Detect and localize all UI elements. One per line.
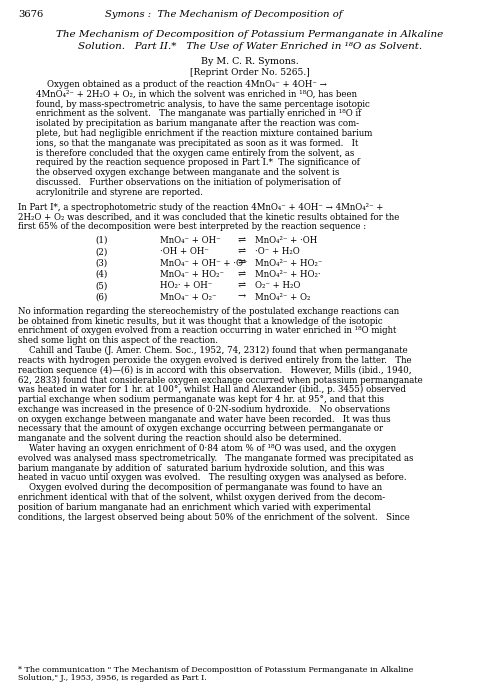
Text: plete, but had negligible enrichment if the reaction mixture contained barium: plete, but had negligible enrichment if … — [36, 129, 372, 138]
Text: was heated in water for 1 hr. at 100°, whilst Hall and Alexander (ibid., p. 3455: was heated in water for 1 hr. at 100°, w… — [18, 385, 406, 395]
Text: →: → — [238, 292, 246, 301]
Text: ·O⁻ + H₂O: ·O⁻ + H₂O — [255, 247, 300, 256]
Text: Solution," J., 1953, 3956, is regarded as Part I.: Solution," J., 1953, 3956, is regarded a… — [18, 674, 207, 683]
Text: (4): (4) — [95, 270, 108, 279]
Text: enrichment of oxygen evolved from a reaction occurring in water enriched in ¹⁸O : enrichment of oxygen evolved from a reac… — [18, 326, 396, 335]
Text: MnO₄⁻ + OH⁻ + ·O⁻: MnO₄⁻ + OH⁻ + ·O⁻ — [160, 259, 248, 267]
Text: enrichment as the solvent.   The manganate was partially enriched in ¹⁸O if: enrichment as the solvent. The manganate… — [36, 109, 361, 118]
Text: MnO₄²⁻ + HO₂⁻: MnO₄²⁻ + HO₂⁻ — [255, 259, 322, 267]
Text: ⇌: ⇌ — [238, 281, 246, 290]
Text: conditions, the largest observed being about 50% of the enrichment of the solven: conditions, the largest observed being a… — [18, 512, 410, 521]
Text: (2): (2) — [95, 247, 108, 256]
Text: In Part I*, a spectrophotometric study of the reaction 4MnO₄⁻ + 4OH⁻ → 4MnO₄²⁻ +: In Part I*, a spectrophotometric study o… — [18, 203, 384, 212]
Text: shed some light on this aspect of the reaction.: shed some light on this aspect of the re… — [18, 336, 218, 345]
Text: on oxygen exchange between manganate and water have been recorded.   It was thus: on oxygen exchange between manganate and… — [18, 415, 390, 424]
Text: heated in vacuo until oxygen was evolved.   The resulting oxygen was analysed as: heated in vacuo until oxygen was evolved… — [18, 473, 406, 482]
Text: discussed.   Further observations on the initiation of polymerisation of: discussed. Further observations on the i… — [36, 178, 341, 187]
Text: found, by mass-spectrometric analysis, to have the same percentage isotopic: found, by mass-spectrometric analysis, t… — [36, 100, 370, 109]
Text: Oxygen obtained as a product of the reaction 4MnO₄⁻ + 4OH⁻ →: Oxygen obtained as a product of the reac… — [36, 80, 327, 89]
Text: is therefore concluded that the oxygen came entirely from the solvent, as: is therefore concluded that the oxygen c… — [36, 149, 354, 157]
Text: * The communication " The Mechanism of Decomposition of Potassium Permanganate i: * The communication " The Mechanism of D… — [18, 666, 413, 674]
Text: 2H₂O + O₂ was described, and it was concluded that the kinetic results obtained : 2H₂O + O₂ was described, and it was conc… — [18, 212, 400, 221]
Text: reacts with hydrogen peroxide the oxygen evolved is derived entirely from the la: reacts with hydrogen peroxide the oxygen… — [18, 356, 411, 365]
Text: (6): (6) — [95, 292, 108, 301]
Text: 4MnO₄²⁻ + 2H₂O + O₂, in which the solvent was enriched in ¹⁸O, has been: 4MnO₄²⁻ + 2H₂O + O₂, in which the solven… — [36, 90, 357, 99]
Text: MnO₄⁻ + HO₂⁻: MnO₄⁻ + HO₂⁻ — [160, 270, 224, 279]
Text: the observed oxygen exchange between manganate and the solvent is: the observed oxygen exchange between man… — [36, 168, 340, 177]
Text: barium manganate by addition of  saturated barium hydroxide solution, and this w: barium manganate by addition of saturate… — [18, 464, 384, 473]
Text: ·OH + OH⁻: ·OH + OH⁻ — [160, 247, 209, 256]
Text: (1): (1) — [95, 236, 108, 245]
Text: position of barium manganate had an enrichment which varied with experimental: position of barium manganate had an enri… — [18, 503, 371, 512]
Text: Symons :  The Mechanism of Decomposition of: Symons : The Mechanism of Decomposition … — [105, 10, 343, 19]
Text: ⇌: ⇌ — [238, 247, 246, 256]
Text: necessary that the amount of oxygen exchange occurring between permanganate or: necessary that the amount of oxygen exch… — [18, 425, 383, 434]
Text: ⇌: ⇌ — [238, 236, 246, 245]
Text: Solution.   Part II.*   The Use of Water Enriched in ¹⁸O as Solvent.: Solution. Part II.* The Use of Water Enr… — [78, 42, 422, 51]
Text: Cahill and Taube (J. Amer. Chem. Soc., 1952, 74, 2312) found that when permangan: Cahill and Taube (J. Amer. Chem. Soc., 1… — [18, 346, 408, 355]
Text: (3): (3) — [95, 259, 107, 267]
Text: Oxygen evolved during the decomposition of permanganate was found to have an: Oxygen evolved during the decomposition … — [18, 483, 382, 492]
Text: be obtained from kinetic results, but it was thought that a knowledge of the iso: be obtained from kinetic results, but it… — [18, 317, 382, 326]
Text: exchange was increased in the presence of 0·2N-sodium hydroxide.   No observatio: exchange was increased in the presence o… — [18, 405, 390, 414]
Text: MnO₄⁻ + OH⁻: MnO₄⁻ + OH⁻ — [160, 236, 220, 245]
Text: first 65% of the decomposition were best interpreted by the reaction sequence :: first 65% of the decomposition were best… — [18, 222, 366, 231]
Text: ions, so that the manganate was precipitated as soon as it was formed.   It: ions, so that the manganate was precipit… — [36, 139, 358, 148]
Text: MnO₄⁻ + O₂⁻: MnO₄⁻ + O₂⁻ — [160, 292, 216, 301]
Text: evolved was analysed mass spectrometrically.   The manganate formed was precipit: evolved was analysed mass spectrometrica… — [18, 454, 413, 463]
Text: O₂⁻ + H₂O: O₂⁻ + H₂O — [255, 281, 300, 290]
Text: ⇌: ⇌ — [238, 270, 246, 279]
Text: [Reprint Order No. 5265.]: [Reprint Order No. 5265.] — [190, 68, 310, 77]
Text: No information regarding the stereochemistry of the postulated exchange reaction: No information regarding the stereochemi… — [18, 307, 399, 316]
Text: partial exchange when sodium permanganate was kept for 4 hr. at 95°, and that th: partial exchange when sodium permanganat… — [18, 395, 384, 404]
Text: MnO₄²⁻ + HO₂·: MnO₄²⁻ + HO₂· — [255, 270, 320, 279]
Text: isolated by precipitation as barium manganate after the reaction was com-: isolated by precipitation as barium mang… — [36, 119, 359, 128]
Text: 3676: 3676 — [18, 10, 44, 19]
Text: manganate and the solvent during the reaction should also be determined.: manganate and the solvent during the rea… — [18, 434, 342, 443]
Text: MnO₄²⁻ + ·OH: MnO₄²⁻ + ·OH — [255, 236, 318, 245]
Text: Water having an oxygen enrichment of 0·84 atom % of ¹⁸O was used, and the oxygen: Water having an oxygen enrichment of 0·8… — [18, 444, 396, 453]
Text: reaction sequence (4)—(6) is in accord with this observation.   However, Mills (: reaction sequence (4)—(6) is in accord w… — [18, 365, 411, 374]
Text: ⇌: ⇌ — [238, 259, 246, 267]
Text: acrylonitrile and styrene are reported.: acrylonitrile and styrene are reported. — [36, 188, 203, 197]
Text: By M. C. R. Symons.: By M. C. R. Symons. — [201, 57, 299, 66]
Text: HO₂· + OH⁻: HO₂· + OH⁻ — [160, 281, 212, 290]
Text: The Mechanism of Decomposition of Potassium Permanganate in Alkaline: The Mechanism of Decomposition of Potass… — [56, 30, 444, 39]
Text: 62, 2833) found that considerable oxygen exchange occurred when potassium perman: 62, 2833) found that considerable oxygen… — [18, 375, 423, 384]
Text: (5): (5) — [95, 281, 108, 290]
Text: MnO₄²⁻ + O₂: MnO₄²⁻ + O₂ — [255, 292, 310, 301]
Text: enrichment identical with that of the solvent, whilst oxygen derived from the de: enrichment identical with that of the so… — [18, 493, 385, 502]
Text: required by the reaction sequence proposed in Part I.*  The significance of: required by the reaction sequence propos… — [36, 159, 360, 168]
